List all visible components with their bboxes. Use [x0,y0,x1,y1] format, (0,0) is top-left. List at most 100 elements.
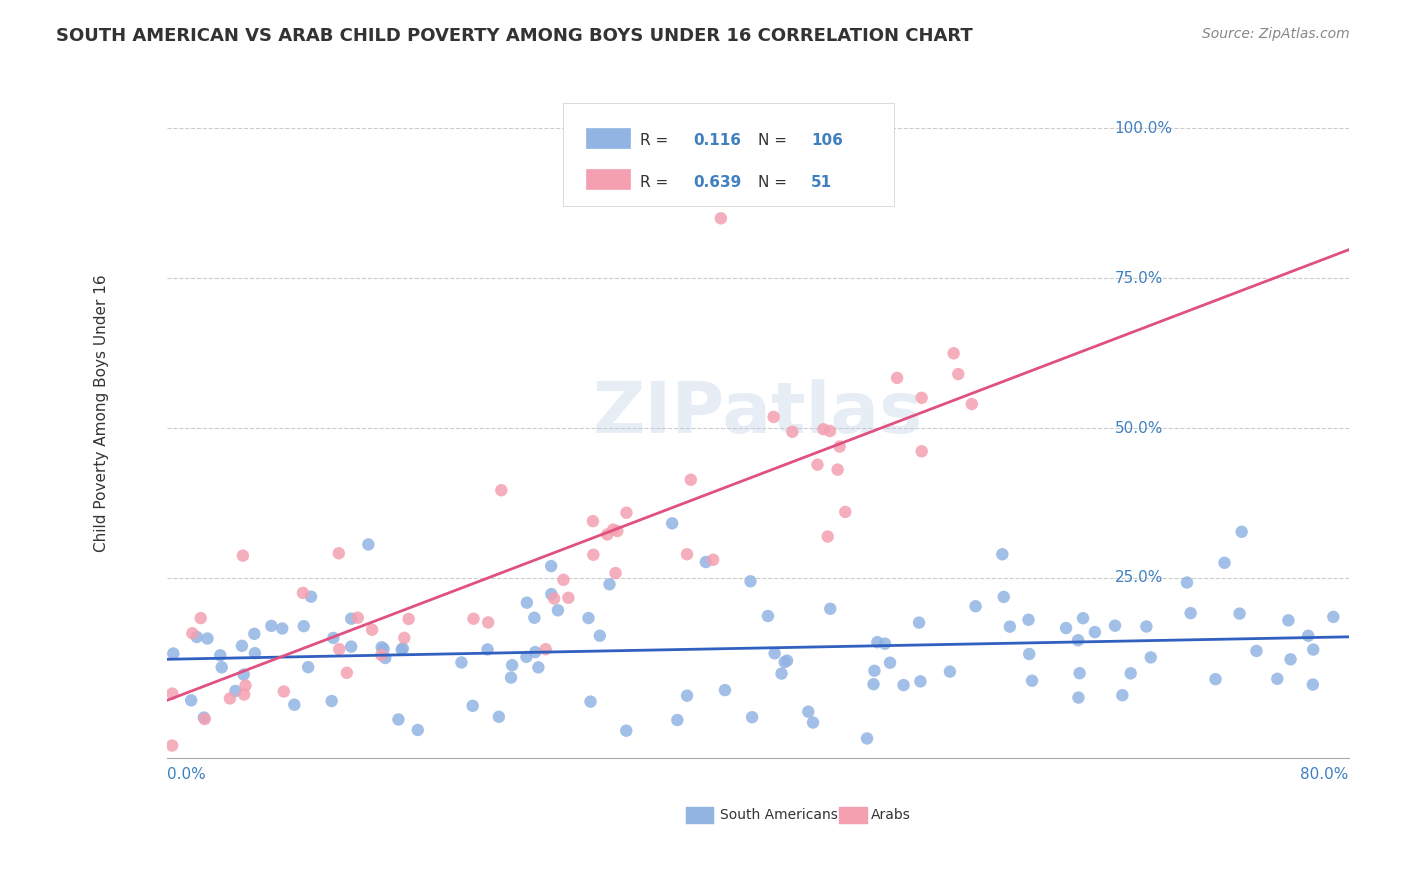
Point [398,612,420,626]
Point [666,713,689,727]
Point [1302,642,1324,657]
Point [357,537,380,551]
Point [463,612,485,626]
Point [948,367,970,381]
Point [741,710,763,724]
Point [911,391,934,405]
Point [1069,666,1091,681]
Point [679,473,702,487]
Point [740,574,762,589]
Text: 0.0%: 0.0% [167,766,205,781]
Text: N =: N = [758,134,792,148]
Point [862,677,884,691]
Point [908,615,931,630]
Point [516,596,538,610]
Point [1018,613,1040,627]
Point [817,530,839,544]
Point [1067,690,1090,705]
Point [523,611,546,625]
Point [1246,644,1268,658]
Point [540,559,562,574]
Point [910,674,932,689]
Point [346,611,368,625]
Point [1054,621,1077,635]
Point [886,371,908,385]
Point [291,586,314,600]
Point [540,587,562,601]
Text: 0.116: 0.116 [693,134,741,148]
Point [911,444,934,458]
FancyBboxPatch shape [562,103,894,206]
Point [394,631,416,645]
Text: Child Poverty Among Boys Under 16: Child Poverty Among Boys Under 16 [94,274,110,552]
Point [499,671,522,685]
Point [370,648,392,662]
Point [336,665,359,680]
Point [361,623,384,637]
Text: R =: R = [640,134,672,148]
Point [834,505,856,519]
Point [557,591,579,605]
Point [702,553,724,567]
Point [186,630,208,644]
Point [243,646,266,660]
Text: Source: ZipAtlas.com: Source: ZipAtlas.com [1202,27,1350,41]
Point [1213,556,1236,570]
Point [776,654,799,668]
Point [527,660,550,674]
Point [218,691,240,706]
Point [235,679,257,693]
Text: SOUTH AMERICAN VS ARAB CHILD POVERTY AMONG BOYS UNDER 16 CORRELATION CHART: SOUTH AMERICAN VS ARAB CHILD POVERTY AMO… [56,27,973,45]
Point [676,689,699,703]
Point [209,648,232,663]
FancyBboxPatch shape [686,807,714,823]
Point [477,642,499,657]
Point [477,615,499,630]
Point [579,695,602,709]
Point [863,664,886,678]
Point [596,527,619,541]
Point [1067,633,1090,648]
Point [998,620,1021,634]
Point [1279,652,1302,666]
Point [271,622,294,636]
Point [1296,629,1319,643]
Point [1084,625,1107,640]
Point [676,547,699,561]
Point [1180,606,1202,620]
Point [695,555,717,569]
Point [491,483,513,498]
Point [181,626,204,640]
Point [328,642,350,657]
Point [283,698,305,712]
Point [515,649,537,664]
Text: South Americans: South Americans [720,808,838,822]
FancyBboxPatch shape [586,128,630,147]
Point [1111,688,1133,702]
Point [211,660,233,674]
Point [714,683,737,698]
FancyBboxPatch shape [586,169,630,189]
Point [162,647,184,661]
Point [1277,613,1299,627]
Point [578,611,600,625]
Point [232,549,254,563]
Point [1139,650,1161,665]
Point [1229,607,1251,621]
Point [391,641,413,656]
FancyBboxPatch shape [839,807,868,823]
Point [1175,575,1198,590]
Point [770,666,793,681]
Point [1302,677,1324,691]
Point [193,710,215,724]
Point [606,524,628,538]
Point [616,506,638,520]
Point [162,687,184,701]
Point [782,425,804,439]
Point [1322,610,1344,624]
Text: 51: 51 [811,175,832,190]
Point [828,440,851,454]
Point [879,656,901,670]
Point [292,619,315,633]
Point [762,409,785,424]
